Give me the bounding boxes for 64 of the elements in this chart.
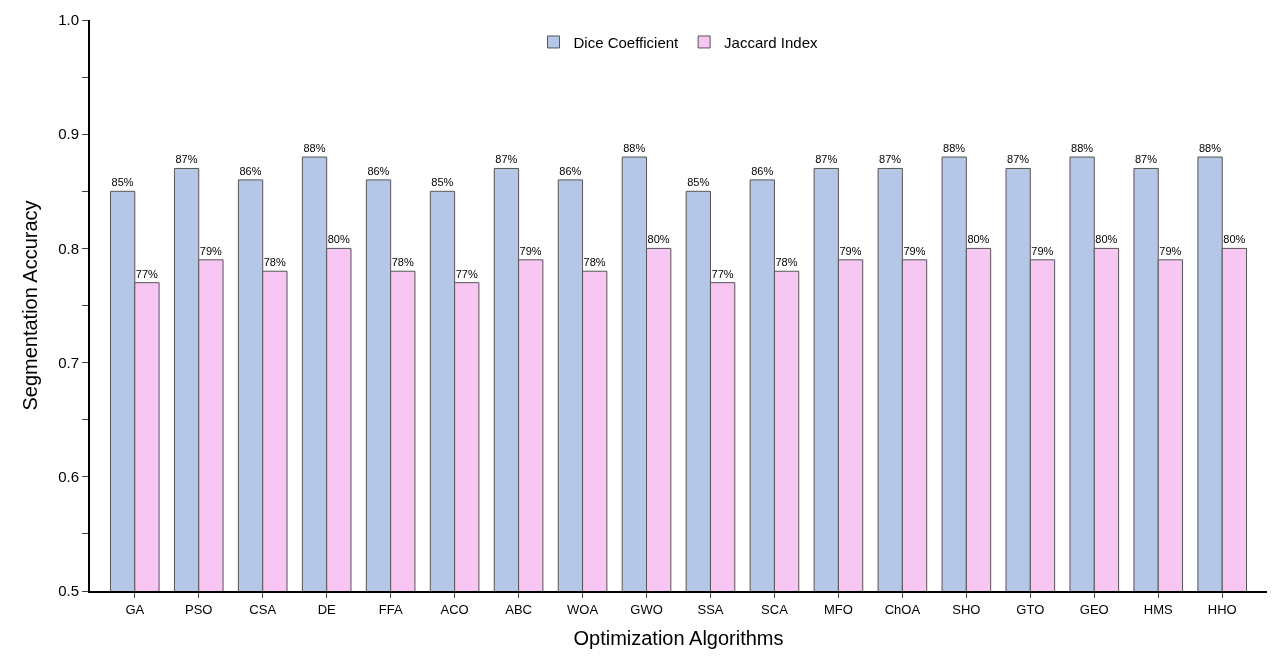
data-label: 80% (967, 233, 990, 246)
y-tick-label: 0.7 (58, 353, 79, 371)
data-label: 79% (1159, 244, 1182, 257)
x-tick-label: HMS (1143, 601, 1174, 617)
data-label: 80% (327, 233, 350, 246)
data-label: 87% (879, 153, 902, 166)
x-tick-label: SCA (761, 601, 789, 617)
data-label: 85% (111, 176, 134, 189)
x-tick-label: GWO (630, 601, 663, 617)
x-tick-label: PSO (185, 601, 213, 617)
x-tick-label: FFA (378, 601, 403, 617)
data-label: 87% (175, 153, 198, 166)
y-tick-label: 1.0 (58, 11, 79, 29)
data-label: 86% (559, 164, 582, 177)
data-label: 78% (263, 256, 286, 269)
x-tick-label: GEO (1079, 601, 1109, 617)
x-axis-title: Optimization Algorithms (573, 626, 784, 649)
data-label: 79% (519, 244, 542, 257)
data-label: 87% (495, 153, 518, 166)
x-tick-label: DE (317, 601, 337, 617)
data-label: 77% (455, 267, 478, 280)
x-tick-label: SSA (697, 601, 724, 617)
x-tick-label: ChOA (884, 601, 921, 617)
data-label: 85% (431, 176, 454, 189)
data-label: 85% (687, 176, 710, 189)
x-tick-label: WOA (567, 601, 599, 617)
data-label: 77% (135, 267, 159, 280)
legend-label: Jaccard Index (724, 33, 818, 51)
x-tick-label: GA (125, 601, 145, 617)
x-tick-label: ACO (440, 601, 469, 617)
data-label: 80% (1095, 233, 1118, 246)
data-label: 87% (1007, 153, 1030, 166)
data-label: 79% (1031, 244, 1054, 257)
data-label: 78% (391, 256, 414, 269)
data-label: 86% (367, 164, 390, 177)
legend-label: Dice Coefficient (573, 33, 680, 51)
data-label: 78% (583, 256, 606, 269)
data-label: 86% (751, 164, 774, 177)
data-label: 80% (647, 233, 670, 246)
data-label: 78% (775, 256, 798, 269)
x-tick-label: SHO (952, 601, 981, 617)
x-tick-label: CSA (249, 601, 277, 617)
data-label: 77% (711, 267, 734, 280)
data-label: 79% (903, 244, 926, 257)
y-tick-label: 0.5 (58, 582, 79, 600)
data-label: 87% (815, 153, 838, 166)
data-label: 80% (1223, 233, 1246, 246)
data-label: 87% (1134, 153, 1158, 166)
data-label: 79% (199, 244, 223, 257)
x-tick-label: MFO (823, 601, 853, 617)
y-tick-label: 0.9 (58, 125, 79, 143)
data-label: 88% (1198, 142, 1222, 155)
y-tick-label: 0.8 (58, 239, 79, 257)
data-label: 88% (303, 142, 326, 155)
x-tick-label: HHO (1207, 601, 1237, 617)
data-label: 88% (943, 142, 966, 155)
data-label: 88% (1071, 142, 1094, 155)
y-axis-title: Segmentation Accuracy (19, 200, 42, 411)
x-tick-label: ABC (505, 601, 532, 617)
data-label: 86% (239, 164, 262, 177)
data-label: 79% (839, 244, 862, 257)
x-tick-label: GTO (1016, 601, 1045, 617)
y-tick-label: 0.6 (58, 468, 79, 486)
data-label: 88% (623, 142, 646, 155)
